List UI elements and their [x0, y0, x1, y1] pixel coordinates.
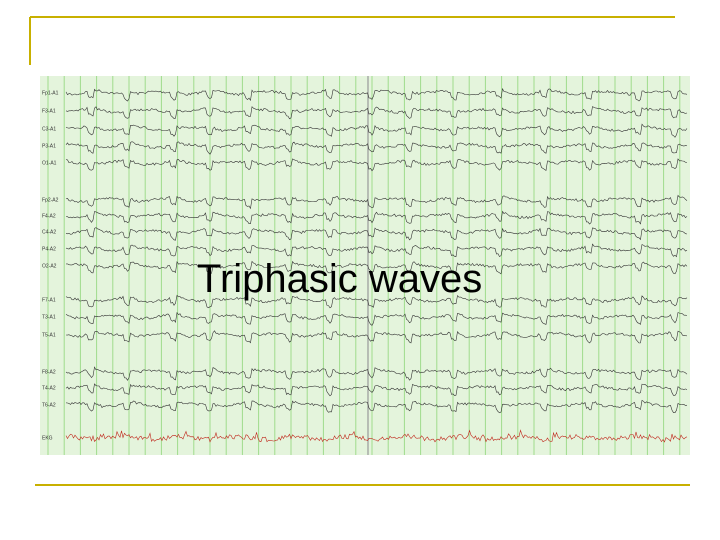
eeg-trace [65, 383, 688, 397]
eeg-trace [65, 366, 688, 381]
channel-label: EKG [42, 435, 53, 441]
eeg-trace [65, 294, 688, 309]
eeg-trace [66, 260, 688, 275]
channel-label: T3-A1 [42, 314, 56, 320]
channel-label: F7-A1 [42, 297, 56, 303]
channel-label: Fp2-A2 [42, 197, 59, 203]
channel-label: C4-A2 [42, 229, 56, 235]
eeg-trace [65, 399, 688, 414]
channel-label: O1-A1 [42, 160, 57, 166]
ekg-trace [65, 429, 688, 443]
eeg-trace [65, 141, 688, 155]
channel-label: O2-A2 [42, 263, 57, 269]
eeg-trace [65, 311, 688, 326]
eeg-trace [65, 210, 688, 225]
channel-label: T5-A1 [42, 332, 56, 338]
eeg-trace [65, 243, 688, 258]
channel-label: F8-A2 [42, 369, 56, 375]
channel-label: T6-A2 [42, 402, 56, 408]
eeg-image: Fp1-A1 F3-A1 C3-A1 P3-A1 O1-A1 Fp2-A2 F4-A2 C4-… [40, 76, 690, 455]
channel-label: Fp1-A1 [42, 90, 59, 96]
eeg-trace [65, 194, 688, 210]
slide-title: Triphasic waves [197, 257, 482, 301]
channel-label: T4-A2 [42, 385, 56, 391]
channel-label: P3-A1 [42, 143, 56, 149]
channel-label: P4-A2 [42, 246, 56, 252]
eeg-trace [65, 123, 688, 138]
eeg-trace [65, 158, 688, 172]
eeg-trace [65, 330, 688, 344]
eeg-trace [65, 106, 688, 120]
channel-label: F4-A2 [42, 213, 56, 219]
eeg-trace [65, 87, 688, 102]
eeg-trace [65, 227, 688, 241]
channel-label: F3-A1 [42, 108, 56, 114]
channel-label: C3-A1 [42, 126, 56, 132]
eeg-background [40, 76, 690, 455]
